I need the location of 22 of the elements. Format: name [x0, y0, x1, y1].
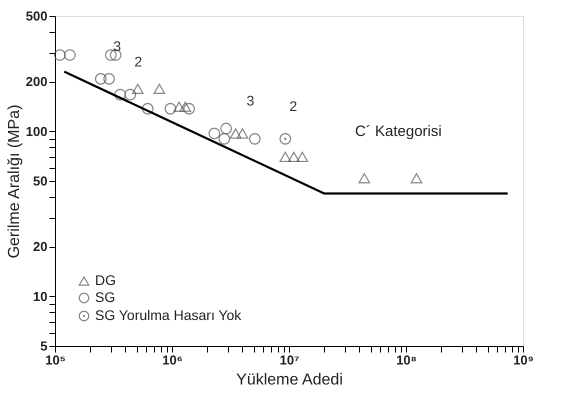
annotation: C´ Kategorisi [355, 123, 442, 140]
y-tick-label: 50 [33, 174, 48, 188]
legend-label: SG [95, 289, 116, 305]
y-tick-label: 20 [33, 239, 48, 254]
legend-label: DG [95, 272, 116, 288]
y-tick-label: 500 [26, 8, 48, 24]
y-tick-label: 5 [40, 338, 48, 354]
x-tick-label: 10⁵ [45, 352, 66, 368]
y-axis-title: Gerilme Aralığı (MPa) [6, 104, 23, 258]
y-tick-label: 10 [33, 288, 48, 304]
annotation: 3 [113, 38, 122, 54]
x-tick-label: 10⁸ [396, 352, 417, 368]
legend-label: SG Yorulma Hasarı Yok [95, 307, 242, 323]
annotation: 2 [134, 54, 142, 70]
x-axis-title: Yükleme Adedi [236, 372, 343, 388]
annotation: 2 [289, 98, 298, 114]
y-tick-label: 200 [26, 74, 48, 90]
x-tick-label: 10⁷ [280, 352, 300, 368]
annotation: 3 [246, 92, 255, 109]
x-tick-label: 10⁶ [162, 352, 183, 368]
x-tick-label: 10⁹ [513, 352, 534, 368]
y-tick-label: 100 [26, 124, 48, 139]
